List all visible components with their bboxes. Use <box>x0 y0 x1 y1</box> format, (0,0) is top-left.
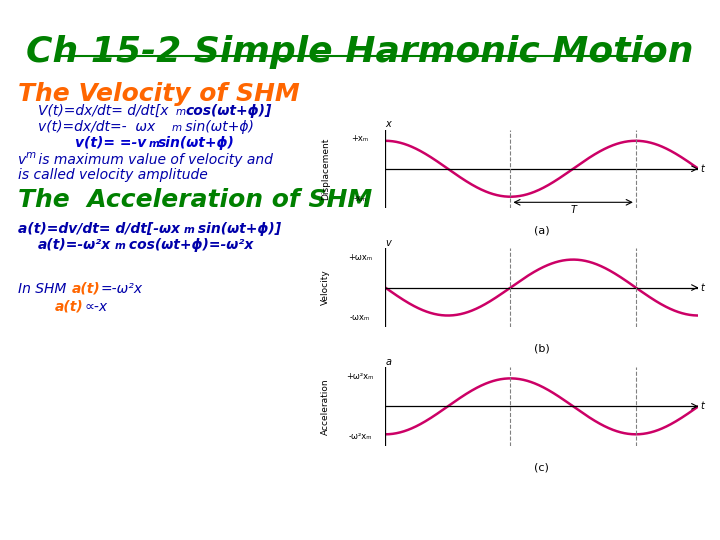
Text: m: m <box>26 150 36 160</box>
Text: -xₘ: -xₘ <box>354 194 366 203</box>
Text: is called velocity amplitude: is called velocity amplitude <box>18 168 208 182</box>
Text: cos(ωt+ϕ)]: cos(ωt+ϕ)] <box>185 104 271 118</box>
Text: The  Acceleration of SHM: The Acceleration of SHM <box>18 188 372 212</box>
Text: +ωxₘ: +ωxₘ <box>348 253 372 262</box>
Text: a(t)=dv/dt= d/dt[-ωx: a(t)=dv/dt= d/dt[-ωx <box>18 222 180 236</box>
Text: m: m <box>149 139 160 149</box>
Text: t: t <box>701 401 704 411</box>
Text: -ωxₘ: -ωxₘ <box>350 313 370 322</box>
Text: -ω²xₘ: -ω²xₘ <box>348 431 372 441</box>
Text: The Velocity of SHM: The Velocity of SHM <box>18 82 300 106</box>
Text: (b): (b) <box>534 344 549 354</box>
Text: a(t)=-ω²x: a(t)=-ω²x <box>38 238 112 252</box>
Text: V(t)=dx/dt= d/dt[x: V(t)=dx/dt= d/dt[x <box>38 104 168 118</box>
Text: a: a <box>386 356 392 367</box>
Text: v(t)=dx/dt=-  ωx: v(t)=dx/dt=- ωx <box>38 120 156 134</box>
Text: m: m <box>172 123 182 133</box>
Text: +ω²xₘ: +ω²xₘ <box>346 372 374 381</box>
Text: a(t): a(t) <box>55 300 84 314</box>
Text: m: m <box>115 241 126 251</box>
Text: v: v <box>18 153 26 167</box>
Text: sin(ωt+ϕ): sin(ωt+ϕ) <box>158 136 235 150</box>
Text: t: t <box>701 164 704 174</box>
Text: sin(ωt+ϕ)]: sin(ωt+ϕ)] <box>193 222 281 236</box>
Text: Displacement: Displacement <box>321 138 330 200</box>
Text: a(t): a(t) <box>72 282 101 296</box>
Text: (c): (c) <box>534 463 549 472</box>
Text: m: m <box>184 225 194 235</box>
Text: (a): (a) <box>534 225 549 235</box>
Text: T: T <box>570 205 576 215</box>
Text: Acceleration: Acceleration <box>321 378 330 435</box>
Text: m: m <box>176 107 186 117</box>
Text: v: v <box>386 238 392 248</box>
Text: t: t <box>701 282 704 293</box>
Text: x: x <box>386 119 392 129</box>
Text: Ch 15-2 Simple Harmonic Motion: Ch 15-2 Simple Harmonic Motion <box>26 35 694 69</box>
Text: cos(ωt+ϕ)=-ω²x: cos(ωt+ϕ)=-ω²x <box>124 238 253 252</box>
Text: v(t)= =-v: v(t)= =-v <box>75 136 146 150</box>
Text: =-ω²x: =-ω²x <box>101 282 143 296</box>
Text: +xₘ: +xₘ <box>351 134 369 144</box>
Text: Velocity: Velocity <box>321 269 330 306</box>
Text: sin(ωt+ϕ): sin(ωt+ϕ) <box>181 120 254 134</box>
Text: ∝-x: ∝-x <box>84 300 107 314</box>
Text: In SHM: In SHM <box>18 282 71 296</box>
Text: is maximum value of velocity and: is maximum value of velocity and <box>34 153 273 167</box>
